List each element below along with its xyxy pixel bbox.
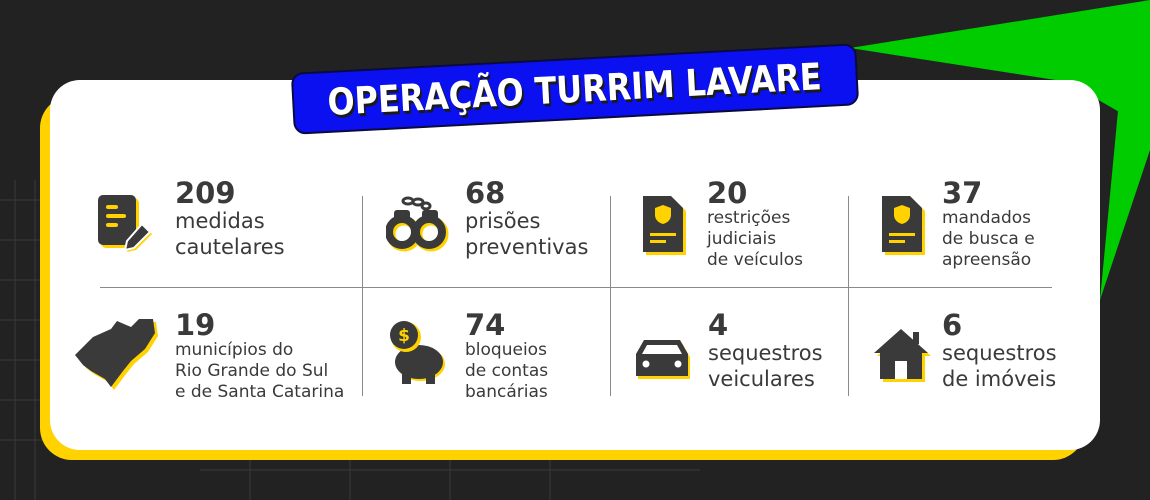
stat-prisoes-preventivas: 68 prisões preventivas — [465, 178, 588, 260]
stat-label: cautelares — [175, 235, 285, 259]
stat-value: 6 — [942, 308, 963, 342]
stats-card — [50, 80, 1100, 450]
stat-label: medidas — [175, 209, 265, 233]
stat-value: 74 — [465, 308, 506, 342]
stat-value: 4 — [708, 308, 729, 342]
stat-value: 20 — [707, 176, 748, 210]
state-map-icon — [75, 319, 158, 390]
stat-sequestros-imoveis: 6 sequestros de imóveis — [942, 310, 1057, 392]
svg-text:$: $ — [398, 326, 410, 346]
stat-label: restrições — [707, 208, 791, 228]
stat-value: 209 — [175, 176, 236, 210]
stat-label: veiculares — [708, 367, 815, 391]
stat-value: 37 — [942, 176, 983, 210]
stat-label: prisões — [465, 209, 541, 233]
piggy-bank-icon: $ — [390, 321, 445, 384]
stat-municipios: 19 municípios do Rio Grande do Sul e de … — [175, 310, 344, 403]
stat-value: 19 — [175, 308, 216, 342]
divider — [362, 196, 363, 396]
stat-restricoes-judiciais: 20 restrições judiciais de veículos — [707, 178, 803, 271]
divider — [848, 196, 849, 396]
stat-value: 68 — [465, 176, 506, 210]
stat-label: Rio Grande do Sul — [175, 361, 329, 381]
stat-sequestros-veiculares: 4 sequestros veiculares — [708, 310, 823, 392]
car-icon — [636, 340, 690, 379]
divider — [610, 196, 611, 396]
stat-label: apreensão — [942, 250, 1032, 270]
stat-medidas-cautelares: 209 medidas cautelares — [175, 178, 285, 260]
stat-label: de veículos — [707, 250, 803, 270]
house-icon — [874, 329, 931, 382]
badge-document-icon — [882, 196, 925, 255]
stat-label: de contas — [465, 361, 549, 381]
document-pen-icon — [98, 195, 152, 252]
stat-label: judiciais — [707, 229, 777, 249]
badge-document-icon — [643, 196, 686, 255]
stat-label: municípios do — [175, 340, 294, 360]
stat-label: bancárias — [465, 382, 548, 402]
stat-label: sequestros — [708, 341, 823, 365]
stat-label: preventivas — [465, 235, 589, 259]
stat-label: de busca e — [942, 229, 1035, 249]
handcuffs-icon — [386, 196, 449, 252]
stat-label: sequestros — [942, 341, 1057, 365]
stat-label: de imóveis — [942, 367, 1057, 391]
stat-label: mandados — [942, 208, 1032, 228]
divider — [100, 287, 1052, 288]
stat-label: e de Santa Catarina — [175, 382, 345, 402]
stat-label: bloqueios — [465, 340, 547, 360]
stat-bloqueios-contas: 74 bloqueios de contas bancárias — [465, 310, 548, 403]
stat-mandados-busca: 37 mandados de busca e apreensão — [942, 178, 1035, 271]
